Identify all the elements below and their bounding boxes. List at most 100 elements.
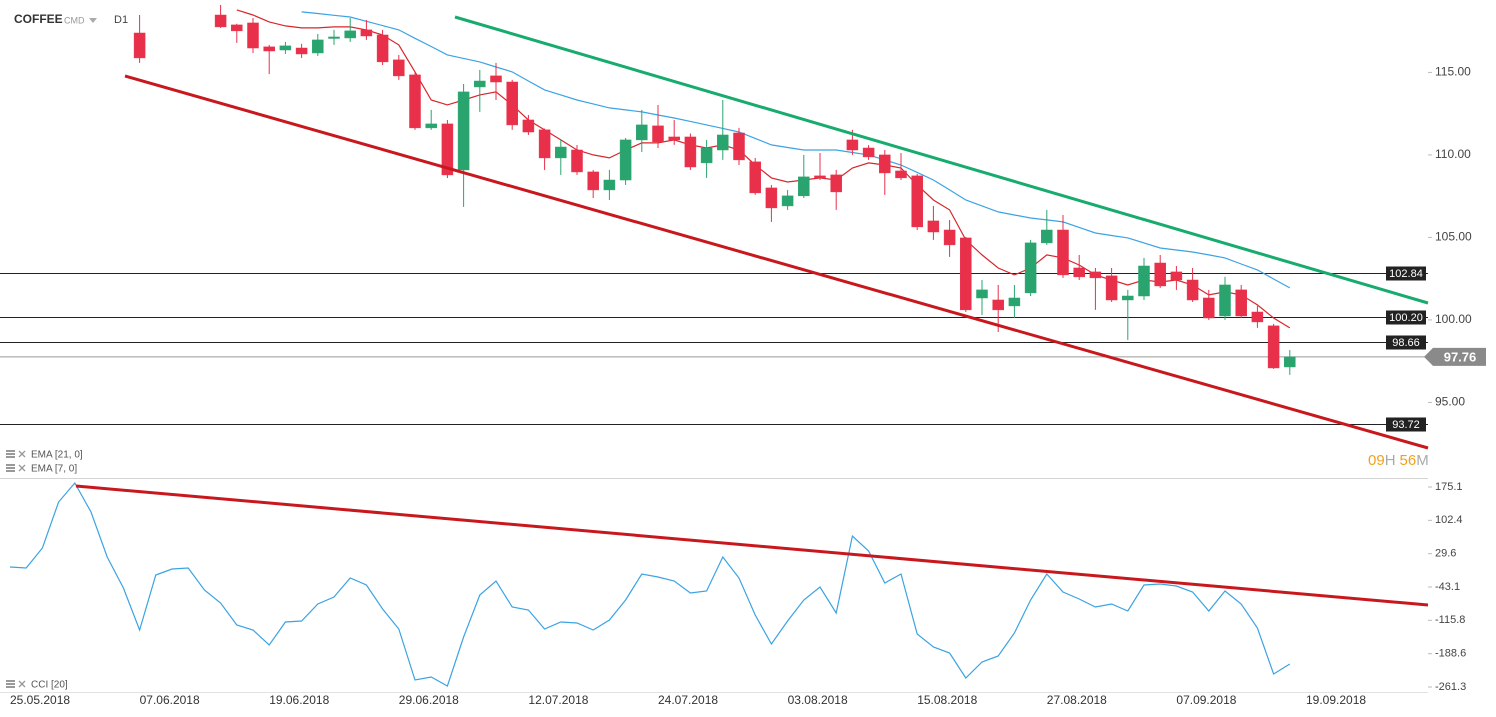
x-tick-label: 27.08.2018	[1047, 693, 1107, 707]
trend-line	[75, 484, 1429, 607]
candle-body	[1073, 267, 1085, 278]
candle-body	[571, 149, 583, 173]
candle-body	[409, 74, 421, 129]
candle-body	[328, 36, 340, 39]
candle-body	[668, 136, 680, 141]
level-label: 98.66	[1392, 337, 1420, 349]
x-tick-label: 29.06.2018	[399, 693, 459, 707]
y-tick-label: -43.1	[1435, 581, 1460, 593]
candle-body	[943, 229, 956, 246]
candle-body	[765, 187, 778, 209]
current-price-tag	[1424, 347, 1486, 366]
trend-line	[454, 15, 1429, 305]
candle-body	[1219, 284, 1231, 317]
y-tick-label: 95.00	[1435, 395, 1465, 409]
candle-body	[1057, 229, 1069, 276]
x-tick-label: 03.08.2018	[788, 693, 848, 707]
candle-body	[1041, 229, 1053, 244]
candle-body	[1008, 297, 1021, 307]
candle-body	[1024, 242, 1037, 294]
candle-body	[1154, 262, 1166, 287]
dropdown-icon[interactable]	[89, 18, 97, 23]
candle-body	[895, 170, 907, 179]
y-tick-label: -261.3	[1435, 681, 1466, 693]
x-tick-label: 12.07.2018	[528, 693, 588, 707]
candle-body	[376, 34, 389, 63]
candle-body	[231, 24, 243, 32]
x-tick-label: 07.09.2018	[1176, 693, 1236, 707]
candle-body	[733, 132, 745, 161]
candle-body	[279, 45, 292, 51]
y-tick-label: 110.00	[1435, 147, 1471, 161]
candle-body	[538, 129, 551, 159]
candle-body	[749, 161, 761, 194]
candle-body	[441, 123, 454, 176]
candle-body	[312, 39, 324, 54]
level-label: 100.20	[1389, 312, 1423, 324]
axes: 25.05.2018 07.06.2018 19.06.2018 29.06.2018…	[10, 65, 1486, 707]
level-label-box	[1386, 335, 1426, 350]
x-tick-label: 24.07.2018	[658, 693, 718, 707]
candle-body	[1170, 271, 1183, 281]
candle-body	[1235, 289, 1247, 317]
candle-body	[295, 47, 308, 55]
x-tick-label: 15.08.2018	[917, 693, 977, 707]
level-label: 93.72	[1392, 419, 1420, 431]
candle-body	[1284, 356, 1296, 368]
candle-body	[587, 171, 599, 191]
candle-body	[1138, 265, 1150, 297]
candle-body	[1186, 279, 1199, 301]
trend-line	[124, 74, 1429, 450]
candle-body	[344, 30, 356, 39]
candle-body	[798, 176, 810, 197]
candle-body	[247, 22, 259, 49]
x-tick-label: 19.06.2018	[269, 693, 329, 707]
legend-entry[interactable]: EMA [7, 0]	[31, 464, 77, 475]
indicator-line	[9, 481, 1291, 687]
candle-body	[960, 237, 972, 311]
candle-body	[879, 154, 891, 174]
legend-entry[interactable]: CCI [20]	[31, 680, 68, 691]
candle-body	[814, 175, 826, 179]
candle-body	[619, 139, 632, 181]
candle-body	[830, 174, 842, 193]
y-tick-label: -188.6	[1435, 648, 1466, 660]
candle-body	[717, 134, 729, 151]
price-panel	[0, 4, 1428, 425]
candle-body	[603, 179, 616, 191]
candle-body	[555, 146, 567, 159]
y-tick-label: 175.1	[1435, 481, 1463, 493]
candle-body	[474, 80, 486, 88]
candle-body	[992, 299, 1004, 311]
y-tick-label: 29.6	[1435, 548, 1456, 560]
candle-body	[781, 195, 794, 207]
y-tick-label: 105.00	[1435, 230, 1472, 244]
y-tick-label: -115.8	[1435, 614, 1465, 626]
candle-body	[684, 136, 697, 168]
legend-icons	[6, 450, 26, 688]
timeframe[interactable]: D1	[114, 14, 128, 26]
candle-body	[425, 123, 437, 129]
x-tick-label: 07.06.2018	[140, 693, 200, 707]
cci-panel	[9, 481, 1291, 687]
candle-body	[1089, 271, 1102, 279]
candle-body	[911, 175, 923, 228]
level-label-box	[1386, 417, 1426, 432]
legend-entry[interactable]: EMA [21, 0]	[31, 450, 83, 461]
symbol[interactable]: COFFEE	[14, 12, 63, 26]
candle-body	[1105, 275, 1118, 301]
level-label-box	[1386, 266, 1426, 281]
candle-body	[652, 125, 664, 143]
candle-body	[862, 147, 875, 158]
level-label-box	[1386, 310, 1426, 325]
candle-body	[1267, 325, 1280, 369]
candle-body	[1122, 295, 1134, 301]
x-tick-label: 19.09.2018	[1306, 693, 1366, 707]
candle-body	[360, 29, 373, 37]
header[interactable]: COFFEE CMD D1	[14, 12, 128, 26]
x-tick-label: 25.05.2018	[10, 693, 70, 707]
candle-body	[490, 75, 502, 83]
candle-body	[1251, 311, 1264, 323]
